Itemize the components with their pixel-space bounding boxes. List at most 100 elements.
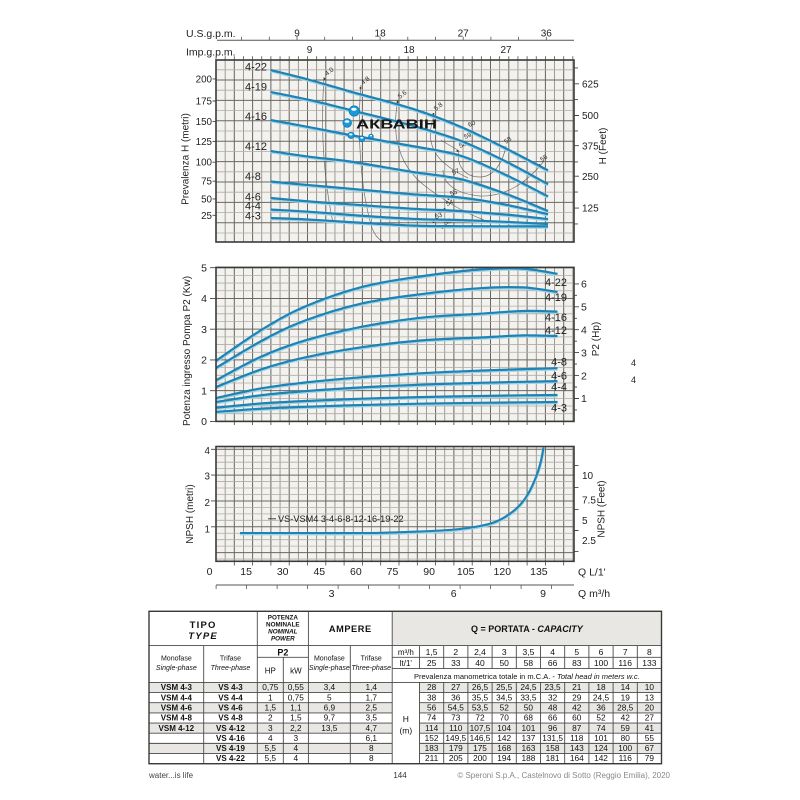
svg-text:NOMINALE: NOMINALE — [266, 622, 300, 629]
svg-text:211: 211 — [425, 753, 439, 763]
svg-text:VSM 4-12: VSM 4-12 — [159, 724, 195, 733]
svg-text:7.5: 7.5 — [582, 496, 596, 507]
svg-text:24,5: 24,5 — [593, 692, 610, 702]
svg-text:75: 75 — [201, 177, 212, 188]
svg-text:179: 179 — [449, 743, 463, 753]
svg-text:4-8: 4-8 — [245, 171, 261, 183]
svg-text:3: 3 — [581, 347, 587, 359]
svg-text:124: 124 — [594, 743, 608, 753]
svg-text:6,1: 6,1 — [365, 733, 377, 743]
svg-text:137: 137 — [521, 733, 535, 743]
svg-text:52: 52 — [500, 702, 510, 712]
svg-text:149,5: 149,5 — [445, 733, 466, 743]
svg-text:Potenza ingresso Pompa P2 (Kw): Potenza ingresso Pompa P2 (Kw) — [182, 276, 193, 426]
svg-text:4-12: 4-12 — [245, 141, 267, 153]
svg-text:28: 28 — [427, 682, 437, 692]
svg-text:13: 13 — [645, 692, 655, 702]
svg-text:VSM 4-8: VSM 4-8 — [161, 714, 193, 723]
svg-text:50: 50 — [201, 194, 212, 205]
svg-text:9,7: 9,7 — [324, 713, 336, 723]
svg-text:625: 625 — [582, 79, 599, 90]
svg-text:VSM 4-6: VSM 4-6 — [161, 703, 193, 712]
svg-text:POTENZA: POTENZA — [268, 615, 299, 622]
svg-text:56: 56 — [539, 154, 549, 164]
svg-text:45: 45 — [313, 566, 325, 578]
svg-text:VS 4-4: VS 4-4 — [218, 693, 243, 702]
svg-text:3: 3 — [201, 324, 207, 336]
svg-text:67: 67 — [645, 743, 655, 753]
svg-text:VSM 4-4: VSM 4-4 — [161, 693, 193, 702]
svg-text:3: 3 — [268, 723, 273, 733]
svg-text:4-16: 4-16 — [545, 312, 567, 324]
svg-text:25: 25 — [427, 658, 437, 668]
svg-text:133: 133 — [642, 658, 656, 668]
svg-text:90: 90 — [423, 566, 435, 578]
svg-text:4-19: 4-19 — [245, 82, 267, 94]
svg-text:118: 118 — [570, 733, 584, 743]
svg-text:4-22: 4-22 — [545, 277, 567, 289]
svg-text:104: 104 — [497, 723, 511, 733]
svg-text:1: 1 — [201, 385, 207, 397]
svg-text:68: 68 — [524, 713, 534, 723]
svg-text:60: 60 — [467, 120, 477, 129]
svg-text:59: 59 — [621, 723, 631, 733]
svg-text:Single-phase: Single-phase — [309, 665, 350, 672]
svg-text:2.5: 2.5 — [582, 536, 596, 547]
svg-text:Prevalenza manometrica totale: Prevalenza manometrica totale in m.C.A. … — [414, 672, 640, 681]
svg-text:101: 101 — [521, 723, 535, 733]
svg-text:13,5: 13,5 — [321, 723, 338, 733]
svg-text:VS 4-16: VS 4-16 — [216, 734, 245, 743]
svg-text:25,5: 25,5 — [496, 682, 513, 692]
svg-text:2,2: 2,2 — [290, 723, 302, 733]
svg-text:33,5: 33,5 — [520, 692, 537, 702]
svg-text:4,7: 4,7 — [365, 723, 377, 733]
svg-text:55: 55 — [645, 733, 655, 743]
svg-text:8: 8 — [369, 753, 374, 763]
svg-text:131,5: 131,5 — [542, 733, 563, 743]
svg-text:188: 188 — [521, 753, 535, 763]
svg-text:Monofase: Monofase — [161, 656, 192, 663]
svg-text:110: 110 — [449, 723, 463, 733]
svg-text:6: 6 — [451, 588, 457, 600]
svg-text:23,5: 23,5 — [545, 682, 562, 692]
svg-text:3: 3 — [205, 472, 211, 483]
svg-text:VSM 4-3: VSM 4-3 — [161, 683, 193, 692]
svg-text:5: 5 — [582, 516, 588, 527]
svg-text:158: 158 — [546, 743, 560, 753]
svg-text:4-16: 4-16 — [245, 111, 267, 123]
svg-text:66: 66 — [548, 658, 558, 668]
svg-text:42: 42 — [572, 702, 582, 712]
svg-text:5,5: 5,5 — [265, 753, 277, 763]
svg-text:2,5: 2,5 — [365, 702, 377, 712]
svg-text:5: 5 — [574, 647, 579, 657]
svg-text:20: 20 — [645, 702, 655, 712]
svg-text:VS 4-3: VS 4-3 — [218, 683, 243, 692]
svg-text:VS-VSM4 3-4-6-8-12-16-19-22: VS-VSM4 3-4-6-8-12-16-19-22 — [278, 514, 404, 524]
svg-text:53: 53 — [434, 212, 444, 221]
svg-text:60: 60 — [350, 566, 362, 578]
svg-text:2: 2 — [581, 370, 587, 382]
svg-text:4-4: 4-4 — [551, 382, 567, 394]
svg-text:175: 175 — [473, 743, 487, 753]
svg-text:120: 120 — [494, 566, 512, 578]
svg-text:152: 152 — [425, 733, 439, 743]
svg-text:6: 6 — [599, 647, 604, 657]
svg-text:116: 116 — [618, 658, 632, 668]
svg-text:4: 4 — [205, 446, 211, 457]
svg-text:54,5: 54,5 — [448, 702, 465, 712]
svg-text:27: 27 — [645, 713, 655, 723]
svg-text:500: 500 — [582, 111, 599, 122]
svg-text:114: 114 — [425, 723, 439, 733]
svg-text:60: 60 — [572, 713, 582, 723]
svg-text:183: 183 — [425, 743, 439, 753]
svg-text:POWER: POWER — [271, 636, 295, 643]
svg-text:15: 15 — [240, 566, 252, 578]
svg-text:Q L/1': Q L/1' — [578, 567, 606, 579]
svg-text:205: 205 — [449, 753, 463, 763]
svg-text:AMPERE: AMPERE — [329, 624, 372, 634]
svg-text:4: 4 — [294, 743, 299, 753]
svg-text:200: 200 — [196, 74, 213, 85]
svg-text:Three-phase: Three-phase — [351, 665, 391, 672]
svg-text:2: 2 — [205, 498, 210, 509]
svg-text:0,75: 0,75 — [288, 692, 305, 702]
